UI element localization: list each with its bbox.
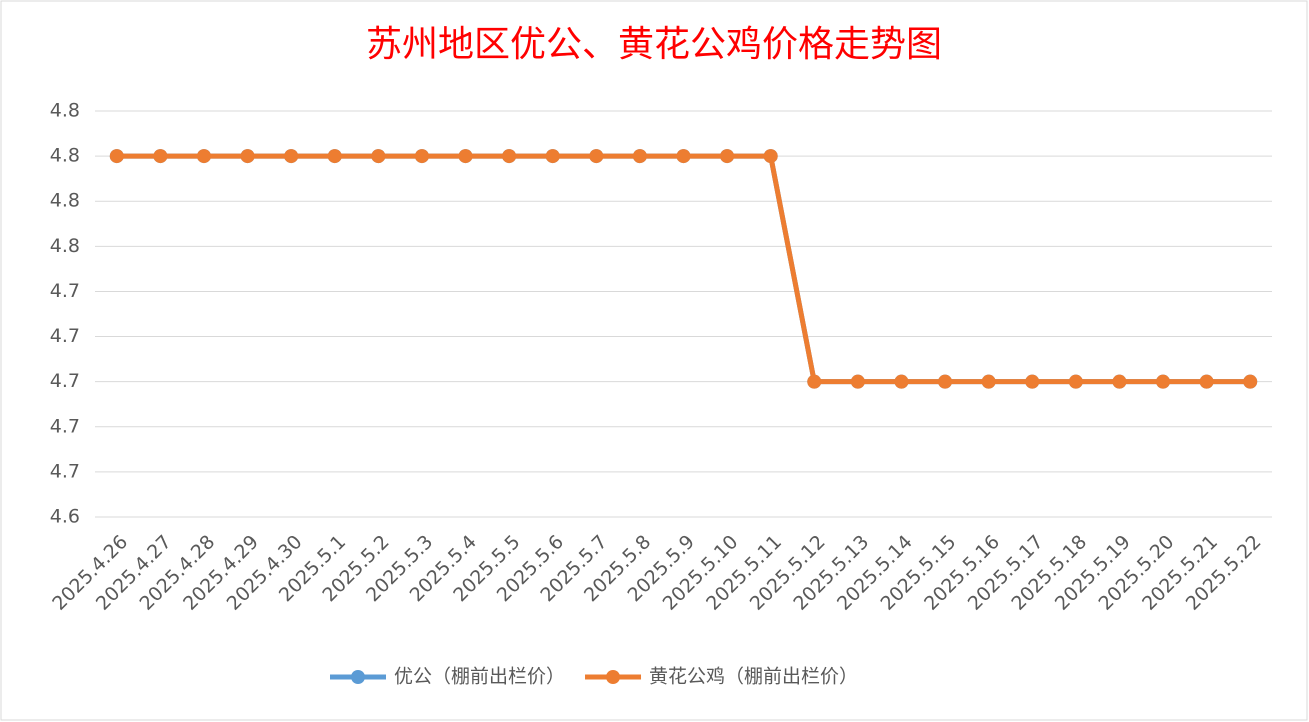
y-tick-label: 4.7: [50, 370, 80, 392]
legend-marker: [606, 670, 621, 684]
y-tick-label: 4.7: [50, 280, 80, 302]
data-point: [850, 374, 865, 389]
y-tick-label: 4.7: [50, 460, 80, 482]
data-point: [240, 149, 255, 164]
y-tick-label: 4.8: [50, 235, 80, 257]
data-point: [153, 149, 168, 164]
legend-label: 优公（棚前出栏价）: [394, 666, 565, 688]
data-point: [676, 149, 691, 164]
data-point: [1025, 374, 1040, 389]
y-tick-label: 4.7: [50, 325, 80, 347]
data-point: [545, 149, 560, 164]
data-point: [938, 374, 953, 389]
data-point: [1156, 374, 1171, 389]
legend-label: 黄花公鸡（棚前出栏价）: [649, 666, 858, 688]
y-tick-label: 4.8: [50, 190, 80, 212]
data-point: [981, 374, 996, 389]
data-point: [502, 149, 517, 164]
data-point: [807, 374, 822, 389]
data-point: [1199, 374, 1214, 389]
chart-title: 苏州地区优公、黄花公鸡价格走势图: [366, 24, 942, 65]
data-point: [589, 149, 604, 164]
data-point: [894, 374, 909, 389]
y-tick-label: 4.7: [50, 415, 80, 437]
data-point: [371, 149, 386, 164]
data-point: [720, 149, 735, 164]
legend-marker: [351, 670, 365, 684]
data-point: [632, 149, 647, 164]
data-point: [109, 149, 124, 164]
data-point: [1068, 374, 1083, 389]
data-point: [414, 149, 429, 164]
y-tick-label: 4.8: [50, 145, 80, 167]
data-point: [196, 149, 211, 164]
y-tick-label: 4.6: [50, 506, 80, 528]
data-point: [284, 149, 299, 164]
data-point: [1243, 374, 1258, 389]
data-point: [1112, 374, 1127, 389]
data-point: [763, 149, 778, 164]
data-point: [327, 149, 342, 164]
y-tick-label: 4.8: [50, 100, 80, 122]
data-point: [458, 149, 473, 164]
